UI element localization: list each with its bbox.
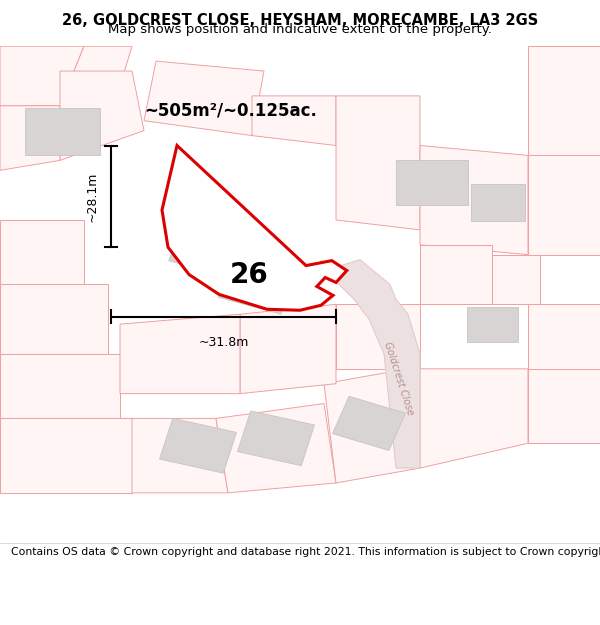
Polygon shape	[238, 411, 314, 466]
Text: Contains OS data © Crown copyright and database right 2021. This information is : Contains OS data © Crown copyright and d…	[11, 547, 600, 557]
Polygon shape	[528, 369, 600, 443]
Polygon shape	[0, 46, 84, 106]
Polygon shape	[120, 314, 240, 394]
Polygon shape	[144, 61, 264, 136]
Polygon shape	[420, 146, 528, 254]
Text: Map shows position and indicative extent of the property.: Map shows position and indicative extent…	[108, 23, 492, 36]
Text: ~28.1m: ~28.1m	[86, 171, 99, 221]
Text: Goldcrest Close: Goldcrest Close	[382, 341, 416, 417]
Polygon shape	[528, 46, 600, 156]
Polygon shape	[318, 259, 420, 468]
Polygon shape	[132, 419, 228, 493]
Polygon shape	[60, 71, 144, 161]
Polygon shape	[0, 354, 120, 419]
Polygon shape	[492, 254, 540, 304]
Text: ~505m²/~0.125ac.: ~505m²/~0.125ac.	[144, 102, 317, 120]
Polygon shape	[471, 184, 525, 221]
Text: 26, GOLDCREST CLOSE, HEYSHAM, MORECAMBE, LA3 2GS: 26, GOLDCREST CLOSE, HEYSHAM, MORECAMBE,…	[62, 13, 538, 28]
Text: 26: 26	[230, 261, 268, 289]
Polygon shape	[420, 369, 528, 468]
Polygon shape	[25, 108, 100, 155]
Polygon shape	[324, 369, 420, 483]
Polygon shape	[216, 404, 336, 493]
Polygon shape	[336, 304, 420, 369]
Polygon shape	[240, 304, 336, 394]
Polygon shape	[528, 156, 600, 254]
Polygon shape	[0, 106, 60, 170]
Polygon shape	[60, 46, 132, 106]
Text: ~31.8m: ~31.8m	[199, 336, 248, 349]
Polygon shape	[252, 96, 336, 146]
Polygon shape	[0, 419, 132, 493]
Polygon shape	[162, 146, 347, 310]
Polygon shape	[467, 307, 517, 341]
Polygon shape	[218, 255, 298, 314]
Polygon shape	[0, 284, 108, 354]
Polygon shape	[160, 418, 236, 473]
Polygon shape	[169, 209, 263, 281]
Polygon shape	[396, 161, 468, 205]
Polygon shape	[528, 304, 600, 369]
Polygon shape	[332, 396, 406, 451]
Polygon shape	[0, 220, 84, 284]
Polygon shape	[336, 96, 420, 230]
Polygon shape	[420, 245, 492, 304]
